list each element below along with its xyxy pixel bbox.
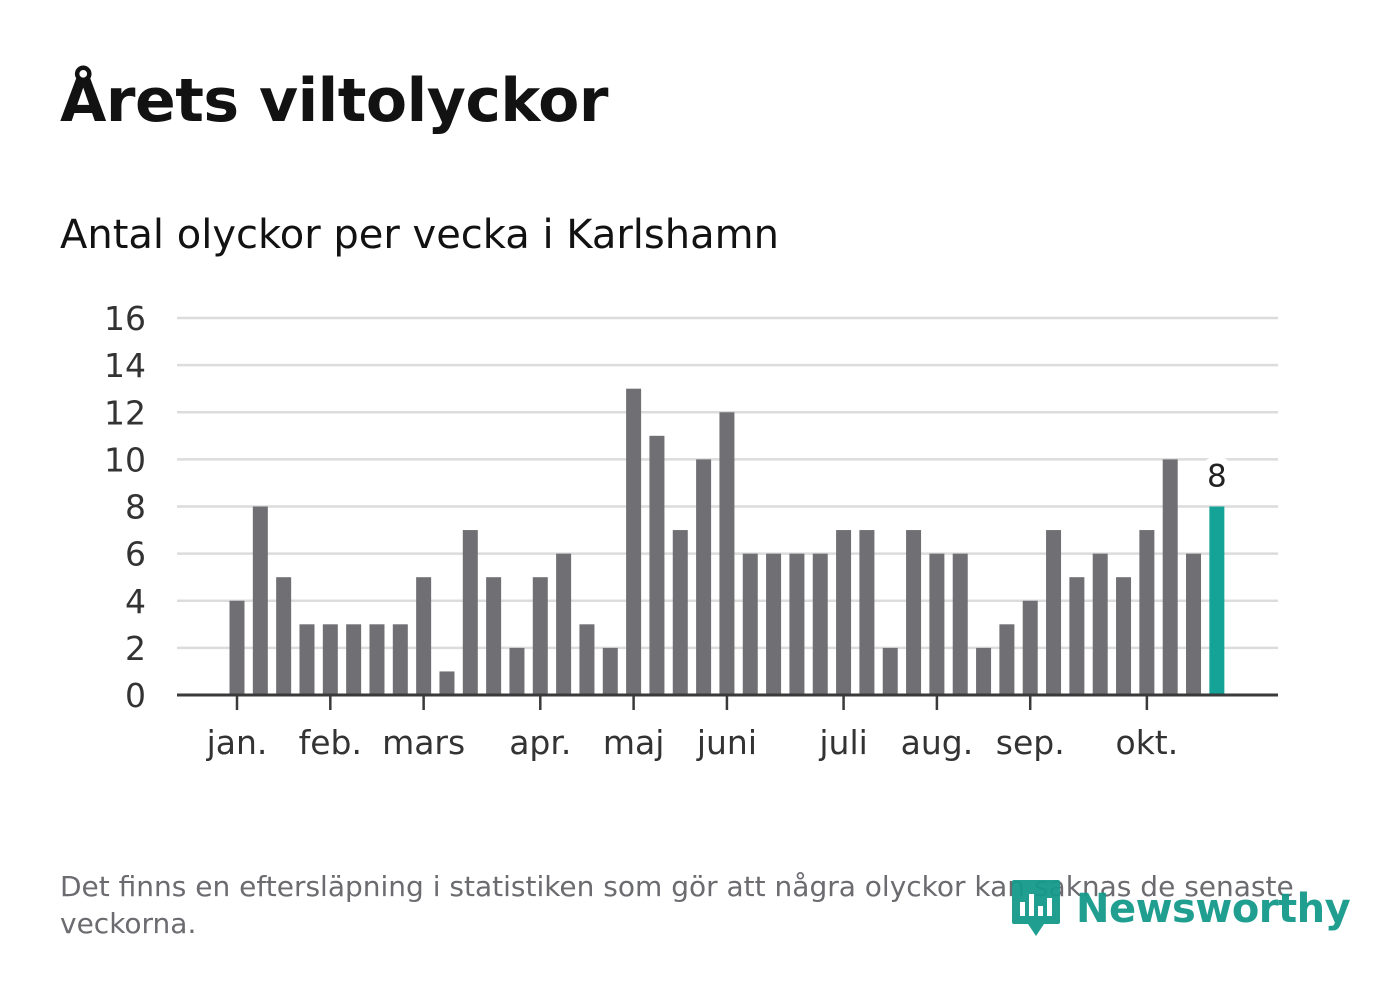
x-tick-label: juni [696,723,757,762]
bar [1022,600,1038,695]
bar [836,530,852,695]
bar [976,647,992,696]
x-tick-label: aug. [901,723,974,762]
bar [812,553,828,696]
bar [579,624,595,695]
x-axis: jan. feb. mars apr. maj juni juli aug. sep. okt. [177,693,1278,762]
x-tick-label: mars [382,723,465,762]
y-axis-labels: 0 2 4 6 8 10 12 14 16 [104,299,146,715]
newsworthy-logo-icon [1012,880,1060,936]
bar [929,553,945,696]
bar [556,553,572,696]
bar [719,412,735,695]
bar [789,553,805,696]
bar [672,530,688,695]
x-tick-label: feb. [299,723,362,762]
bar [509,647,525,696]
bar [392,624,408,695]
bar [369,624,385,695]
y-tick-label: 4 [125,582,146,621]
bar [882,647,898,696]
y-tick-label: 12 [104,393,146,432]
bar [766,553,782,696]
footnote: Det finns en eftersläpning i statistiken… [60,870,1294,940]
x-tick-label: maj [603,723,665,762]
bar [1116,577,1132,695]
bar [1069,577,1085,695]
bar [322,624,338,695]
chart-title: Årets viltolyckor [60,66,609,136]
x-tick-label: sep. [996,723,1065,762]
y-tick-label: 16 [104,299,146,338]
brand-name: Newsworthy [1076,886,1351,932]
y-tick-label: 8 [125,488,146,527]
y-tick-label: 14 [104,346,146,385]
bar [486,577,502,695]
bar [1139,530,1155,695]
bar [1046,530,1062,695]
y-tick-label: 6 [125,535,146,574]
bar [906,530,922,695]
y-tick-label: 10 [104,440,146,479]
bar [999,624,1015,695]
y-tick-label: 2 [125,629,146,668]
x-tick-label: juli [818,723,867,762]
x-tick-label: jan. [206,723,268,762]
x-tick-label: apr. [509,723,571,762]
data-labels: 8 [1198,456,1235,495]
bar [742,553,758,696]
bar [1162,459,1178,696]
bar [299,624,315,695]
y-tick-label: 0 [125,676,146,715]
bars [229,388,1225,696]
bar [696,459,712,696]
bar [952,553,968,696]
data-label: 8 [1207,459,1227,495]
bar [1092,553,1108,696]
bar [649,435,665,695]
chart-subtitle: Antal olyckor per vecka i Karlshamn [60,212,779,258]
bar [276,577,292,695]
bar [229,600,245,695]
bar [602,647,618,696]
bar [346,624,362,695]
bar [439,671,455,695]
bar [462,530,478,695]
bar-chart: 0 2 4 6 8 10 12 14 16 jan. feb. mars apr. maj juni jul… [104,299,1278,762]
bar [626,388,642,695]
bar [859,530,875,695]
x-tick-label: okt. [1116,723,1179,762]
bar [532,577,548,695]
bar [252,506,268,695]
data-label-background [1198,456,1235,493]
bar [416,577,432,695]
brand-logo: Newsworthy [1010,876,1351,942]
bar [1186,553,1202,696]
bar-highlight [1209,506,1225,695]
